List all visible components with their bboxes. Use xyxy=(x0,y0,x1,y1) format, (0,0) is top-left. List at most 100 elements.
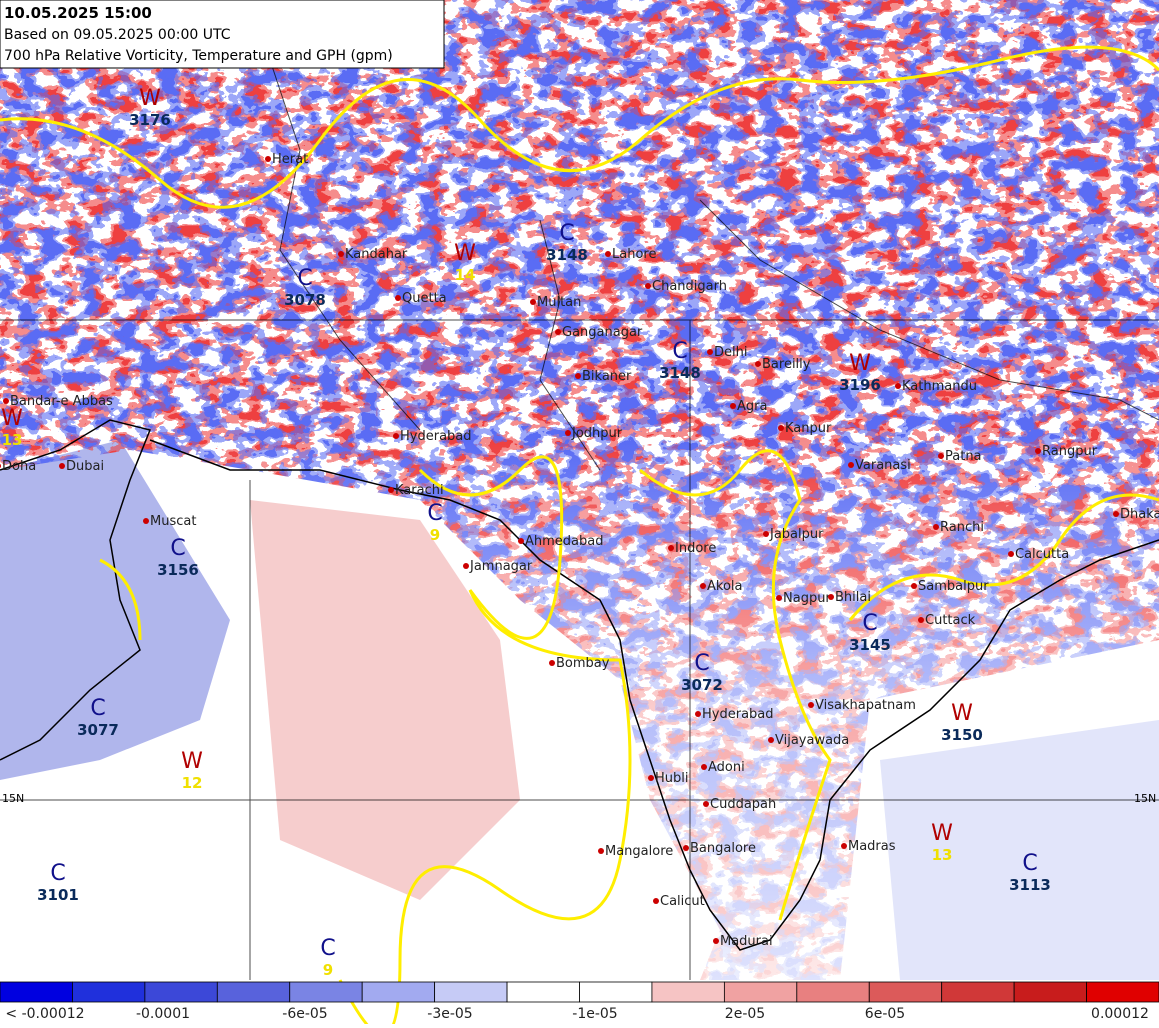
system-letter: W xyxy=(849,351,871,376)
colorbar-label: 2e-05 xyxy=(725,1006,765,1022)
colorbar-swatch xyxy=(796,981,870,1003)
city-label: Sambalpur xyxy=(918,579,989,594)
city-dot xyxy=(707,349,713,355)
system-letter: C xyxy=(672,339,687,364)
system-value: 13 xyxy=(932,846,953,864)
system-value: 3196 xyxy=(839,376,881,394)
city-label: Madras xyxy=(848,839,896,854)
city-label: Bombay xyxy=(556,656,610,671)
colorbar-swatch xyxy=(289,981,363,1003)
system-letter: W xyxy=(931,821,953,846)
city-dot xyxy=(828,594,834,600)
city-label: Varanasi xyxy=(855,458,911,473)
system-letter: C xyxy=(694,651,709,676)
city-label: Cuddapah xyxy=(710,797,776,812)
city-label: Rangpur xyxy=(1042,444,1098,459)
city-dot xyxy=(338,251,344,257)
system-value: 3176 xyxy=(129,111,171,129)
city-dot xyxy=(565,430,571,436)
system-letter: C xyxy=(559,221,574,246)
colorbar-swatch xyxy=(723,981,798,1003)
city-dot xyxy=(463,563,469,569)
city-dot xyxy=(0,463,1,469)
city-dot xyxy=(713,938,719,944)
city-label: Ganganagar xyxy=(562,325,643,340)
system-letter: W xyxy=(454,241,476,266)
system-letter: C xyxy=(427,501,442,526)
city-dot xyxy=(683,845,689,851)
vorticity-field xyxy=(0,0,1159,980)
system-value: 3148 xyxy=(546,246,588,264)
city-label: Hyderabad xyxy=(400,429,472,444)
city-label: Doha xyxy=(2,459,36,474)
city-label: Jamnagar xyxy=(469,559,533,574)
city-label: Calcutta xyxy=(1015,547,1069,562)
colorbar-swatch xyxy=(506,981,580,1003)
city-label: Bangalore xyxy=(690,841,756,856)
colorbar-swatch xyxy=(579,981,653,1003)
city-dot xyxy=(776,595,782,601)
colorbar-label: 6e-05 xyxy=(865,1006,905,1022)
map-title: 700 hPa Relative Vorticity, Temperature … xyxy=(4,48,393,64)
city-dot xyxy=(265,156,271,162)
city-dot xyxy=(518,538,524,544)
colorbar-label: -1e-05 xyxy=(572,1006,617,1022)
city-dot xyxy=(395,295,401,301)
header-box: 10.05.2025 15:00 Based on 09.05.2025 00:… xyxy=(0,0,445,69)
city-label: Bandar-e Abbas xyxy=(10,394,113,409)
colorbar-label: < -0.00012 xyxy=(5,1006,84,1022)
system-value: 12 xyxy=(182,774,203,792)
system-letter: C xyxy=(170,536,185,561)
city-label: Hyderabad xyxy=(702,707,774,722)
city-dot xyxy=(918,617,924,623)
colorbar: < -0.00012 -0.0001 -6e-05 -3e-05 -1e-05 2e-05… xyxy=(0,981,1159,1022)
city-dot xyxy=(763,531,769,537)
system-value: 9 xyxy=(323,961,333,979)
city-labels: Herat Kandahar Quetta Bandar-e Abbas Doha Dub… xyxy=(0,152,1159,949)
system-letter: C xyxy=(297,266,312,291)
city-label: Kandahar xyxy=(345,247,408,262)
system-letter: W xyxy=(139,86,161,111)
city-label: Jabalpur xyxy=(769,527,824,542)
city-dot xyxy=(848,462,854,468)
city-dot xyxy=(778,425,784,431)
city-label: Cuttack xyxy=(925,613,976,628)
system-letter: C xyxy=(862,611,877,636)
city-label: Adoni xyxy=(708,760,745,775)
city-label: Bareilly xyxy=(762,357,811,372)
colorbar-label: 0.00012 xyxy=(1091,1006,1149,1022)
city-label: Indore xyxy=(675,541,716,556)
colorbar-swatch xyxy=(1086,981,1159,1003)
system-value: 3077 xyxy=(77,721,119,739)
city-label: Nagpur xyxy=(783,591,831,606)
colorbar-swatch xyxy=(361,981,436,1003)
city-dot xyxy=(755,361,761,367)
coastlines xyxy=(0,0,1159,980)
system-value: 3101 xyxy=(37,886,79,904)
city-label: Visakhapatnam xyxy=(815,698,916,713)
city-dot xyxy=(700,583,706,589)
colorbar-label: -3e-05 xyxy=(427,1006,472,1022)
city-dot xyxy=(701,764,707,770)
city-label: Kathmandu xyxy=(902,379,977,394)
colorbar-swatch xyxy=(0,981,73,1003)
city-dot xyxy=(1113,511,1119,517)
colorbar-swatch xyxy=(216,981,291,1003)
system-value: 3156 xyxy=(157,561,199,579)
city-dot xyxy=(653,898,659,904)
city-label: Agra xyxy=(737,399,767,414)
city-label: Akola xyxy=(707,579,743,594)
city-dot xyxy=(695,711,701,717)
city-label: Patna xyxy=(945,449,982,464)
city-dot xyxy=(730,403,736,409)
system-value: 3150 xyxy=(941,726,983,744)
colorbar-swatch xyxy=(941,981,1015,1003)
city-label: Dubai xyxy=(66,459,104,474)
city-dot xyxy=(59,463,65,469)
city-dot xyxy=(895,383,901,389)
city-label: Karachi xyxy=(395,483,444,498)
colorbar-swatch xyxy=(1013,981,1087,1003)
city-dot xyxy=(648,775,654,781)
